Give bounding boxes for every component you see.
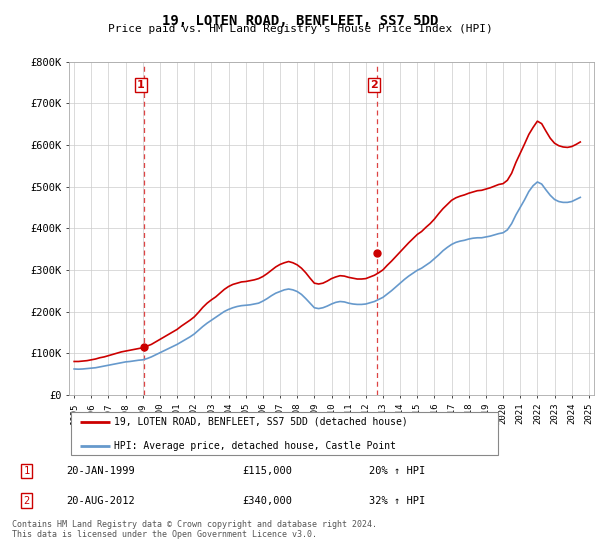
Text: 20% ↑ HPI: 20% ↑ HPI [369, 466, 425, 476]
Text: 1: 1 [137, 80, 145, 90]
Text: 32% ↑ HPI: 32% ↑ HPI [369, 496, 425, 506]
Text: £115,000: £115,000 [242, 466, 292, 476]
Text: 2: 2 [370, 80, 378, 90]
Text: 2: 2 [23, 496, 30, 506]
Text: Price paid vs. HM Land Registry's House Price Index (HPI): Price paid vs. HM Land Registry's House … [107, 24, 493, 34]
Text: 20-JAN-1999: 20-JAN-1999 [67, 466, 136, 476]
Text: 19, LOTEN ROAD, BENFLEET, SS7 5DD: 19, LOTEN ROAD, BENFLEET, SS7 5DD [162, 14, 438, 28]
FancyBboxPatch shape [71, 412, 498, 455]
Text: £340,000: £340,000 [242, 496, 292, 506]
Text: HPI: Average price, detached house, Castle Point: HPI: Average price, detached house, Cast… [115, 441, 397, 451]
Text: 1: 1 [23, 466, 30, 476]
Text: 19, LOTEN ROAD, BENFLEET, SS7 5DD (detached house): 19, LOTEN ROAD, BENFLEET, SS7 5DD (detac… [115, 417, 408, 427]
Text: 20-AUG-2012: 20-AUG-2012 [67, 496, 136, 506]
Text: Contains HM Land Registry data © Crown copyright and database right 2024.
This d: Contains HM Land Registry data © Crown c… [12, 520, 377, 539]
